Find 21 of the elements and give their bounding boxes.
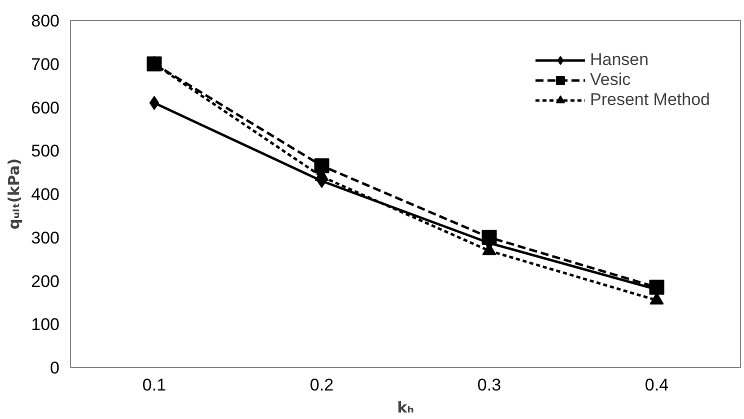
point <box>314 158 330 174</box>
y-tick-label: 600 <box>31 98 60 118</box>
y-tick-label: 0 <box>50 358 60 378</box>
y-tick-label: 200 <box>31 272 60 291</box>
x-tick-label: 0.2 <box>310 376 334 394</box>
y-tick-label: 800 <box>31 12 60 30</box>
y-tick-label: 700 <box>31 54 60 74</box>
y-tick-label: 400 <box>31 185 60 204</box>
x-axis-title: kₕ <box>397 398 414 416</box>
x-tick-label: 0.3 <box>477 376 502 394</box>
y-tick-label: 500 <box>31 142 60 161</box>
y-tick-label: 100 <box>31 315 60 334</box>
legend-label: Hansen <box>590 50 649 70</box>
y-tick-label: 300 <box>31 228 60 248</box>
x-tick-label: 0.1 <box>142 376 166 394</box>
legend-label: Present Method <box>590 90 710 110</box>
x-tick-label: 0.4 <box>644 376 669 394</box>
legend-label: Vesic <box>590 70 631 90</box>
y-axis-title: qᵤₗₜ(kPa) <box>5 158 24 230</box>
point <box>149 96 160 110</box>
point <box>146 56 162 72</box>
